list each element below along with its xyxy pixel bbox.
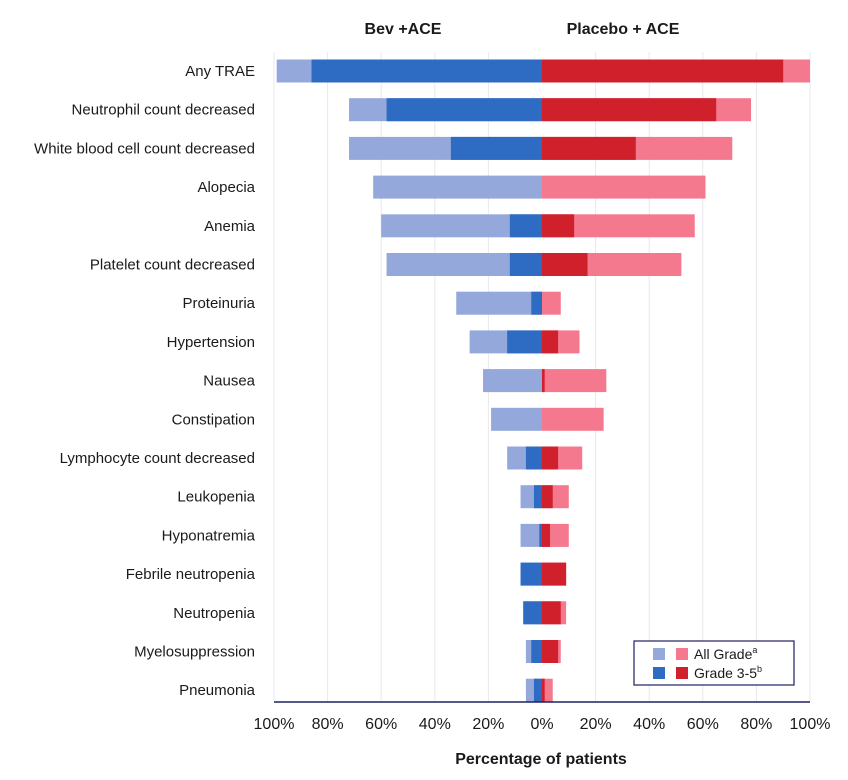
bar-bev-grade-3-5-lymphocyte-count-decreased bbox=[525, 446, 542, 470]
bar-bev-all-grade-proteinuria bbox=[456, 291, 542, 315]
category-label: Any TRAE bbox=[185, 63, 255, 80]
left-side-title: Bev +ACE bbox=[365, 21, 442, 38]
bar-placebo-grade-3-5-pneumonia bbox=[542, 678, 545, 702]
category-label: Anemia bbox=[204, 218, 256, 235]
bar-placebo-grade-3-5-neutropenia bbox=[542, 601, 561, 625]
bar-placebo-all-grade-pneumonia bbox=[542, 678, 553, 702]
legend-swatch-right-all-grade bbox=[676, 648, 688, 660]
legend-label-all-grade: All Gradea bbox=[694, 645, 757, 662]
right-side-title: Placebo + ACE bbox=[567, 21, 680, 38]
bar-placebo-grade-3-5-neutrophil-count-decreased bbox=[542, 98, 717, 122]
bar-placebo-all-grade-proteinuria bbox=[542, 291, 561, 315]
bar-placebo-grade-3-5-any-trae bbox=[542, 59, 784, 83]
bar-placebo-grade-3-5-platelet-count-decreased bbox=[542, 253, 588, 276]
legend-swatch-left-grade-3-5 bbox=[653, 667, 665, 679]
bar-placebo-grade-3-5-hypertension bbox=[542, 330, 559, 354]
bars bbox=[276, 59, 810, 702]
category-label: Neutropenia bbox=[173, 605, 255, 622]
bar-bev-all-grade-nausea bbox=[483, 369, 542, 393]
category-label: Leukopenia bbox=[177, 489, 255, 506]
category-label: Platelet count decreased bbox=[90, 257, 255, 274]
bar-bev-all-grade-platelet-count-decreased bbox=[386, 253, 542, 276]
legend-swatch-left-all-grade bbox=[653, 648, 665, 660]
bar-bev-grade-3-5-neutropenia bbox=[523, 601, 542, 625]
category-label: White blood cell count decreased bbox=[34, 140, 255, 157]
bar-placebo-grade-3-5-myelosuppression bbox=[542, 640, 559, 663]
bar-bev-grade-3-5-leukopenia bbox=[533, 485, 542, 509]
bar-bev-grade-3-5-hypertension bbox=[507, 330, 542, 354]
bar-placebo-grade-3-5-anemia bbox=[542, 214, 575, 238]
bar-bev-grade-3-5-any-trae bbox=[311, 59, 542, 83]
legend-label-grade-3-5: Grade 3-5b bbox=[694, 664, 762, 681]
legend-swatch-right-grade-3-5 bbox=[676, 667, 688, 679]
x-tick-label: 20% bbox=[580, 716, 612, 733]
x-tick-label: 40% bbox=[633, 716, 665, 733]
bar-bev-grade-3-5-pneumonia bbox=[533, 678, 542, 702]
bar-placebo-grade-3-5-lymphocyte-count-decreased bbox=[542, 446, 559, 470]
legend: All Gradea Grade 3-5b bbox=[633, 640, 795, 686]
bar-bev-grade-3-5-hyponatremia bbox=[539, 523, 542, 547]
x-tick-label: 80% bbox=[740, 716, 772, 733]
category-label: Lymphocyte count decreased bbox=[60, 450, 255, 467]
category-label: Myelosuppression bbox=[134, 644, 255, 661]
category-label: Hypertension bbox=[167, 334, 255, 351]
bar-placebo-all-grade-constipation bbox=[542, 407, 604, 431]
bar-bev-all-grade-alopecia bbox=[373, 175, 542, 199]
bar-bev-grade-3-5-myelosuppression bbox=[531, 640, 542, 663]
category-label: Constipation bbox=[172, 411, 255, 428]
category-label: Pneumonia bbox=[179, 682, 256, 699]
x-tick-label: 80% bbox=[312, 716, 344, 733]
bar-bev-grade-3-5-proteinuria bbox=[531, 291, 542, 315]
x-axis-title: Percentage of patients bbox=[455, 751, 627, 768]
x-tick-label: 100% bbox=[254, 716, 295, 733]
category-label: Proteinuria bbox=[182, 295, 255, 312]
bar-bev-grade-3-5-febrile-neutropenia bbox=[520, 562, 542, 586]
bar-placebo-all-grade-nausea bbox=[542, 369, 607, 393]
bar-bev-grade-3-5-neutrophil-count-decreased bbox=[386, 98, 542, 122]
x-tick-label: 60% bbox=[365, 716, 397, 733]
category-label: Alopecia bbox=[197, 179, 255, 196]
category-label: Febrile neutropenia bbox=[126, 566, 256, 583]
bar-bev-grade-3-5-white-blood-cell-count-decreased bbox=[450, 136, 542, 160]
category-labels: Any TRAE Neutrophil count decreased White … bbox=[34, 63, 256, 699]
category-label: Neutrophil count decreased bbox=[72, 102, 255, 119]
bar-bev-all-grade-constipation bbox=[491, 407, 542, 431]
x-tick-label: 60% bbox=[687, 716, 719, 733]
bar-placebo-grade-3-5-nausea bbox=[542, 369, 545, 393]
bar-placebo-all-grade-alopecia bbox=[542, 175, 706, 199]
bar-placebo-all-grade-anemia bbox=[542, 214, 695, 238]
bar-placebo-grade-3-5-white-blood-cell-count-decreased bbox=[542, 136, 636, 160]
x-tick-label: 0% bbox=[530, 716, 553, 733]
bar-placebo-grade-3-5-leukopenia bbox=[542, 485, 553, 509]
bar-bev-grade-3-5-platelet-count-decreased bbox=[509, 253, 542, 276]
bar-bev-grade-3-5-anemia bbox=[509, 214, 542, 238]
x-tick-label: 40% bbox=[419, 716, 451, 733]
category-label: Nausea bbox=[203, 373, 255, 390]
x-axis-ticks: 100% 80% 60% 40% 20% 0% 20% 40% 60% 80% 100% bbox=[254, 716, 831, 733]
bar-placebo-grade-3-5-hyponatremia bbox=[542, 523, 551, 547]
x-tick-label: 20% bbox=[472, 716, 504, 733]
x-tick-label: 100% bbox=[790, 716, 831, 733]
bar-bev-all-grade-anemia bbox=[381, 214, 542, 238]
bar-placebo-grade-3-5-febrile-neutropenia bbox=[542, 562, 567, 586]
bar-bev-all-grade-hyponatremia bbox=[520, 523, 542, 547]
category-label: Hyponatremia bbox=[162, 527, 256, 544]
